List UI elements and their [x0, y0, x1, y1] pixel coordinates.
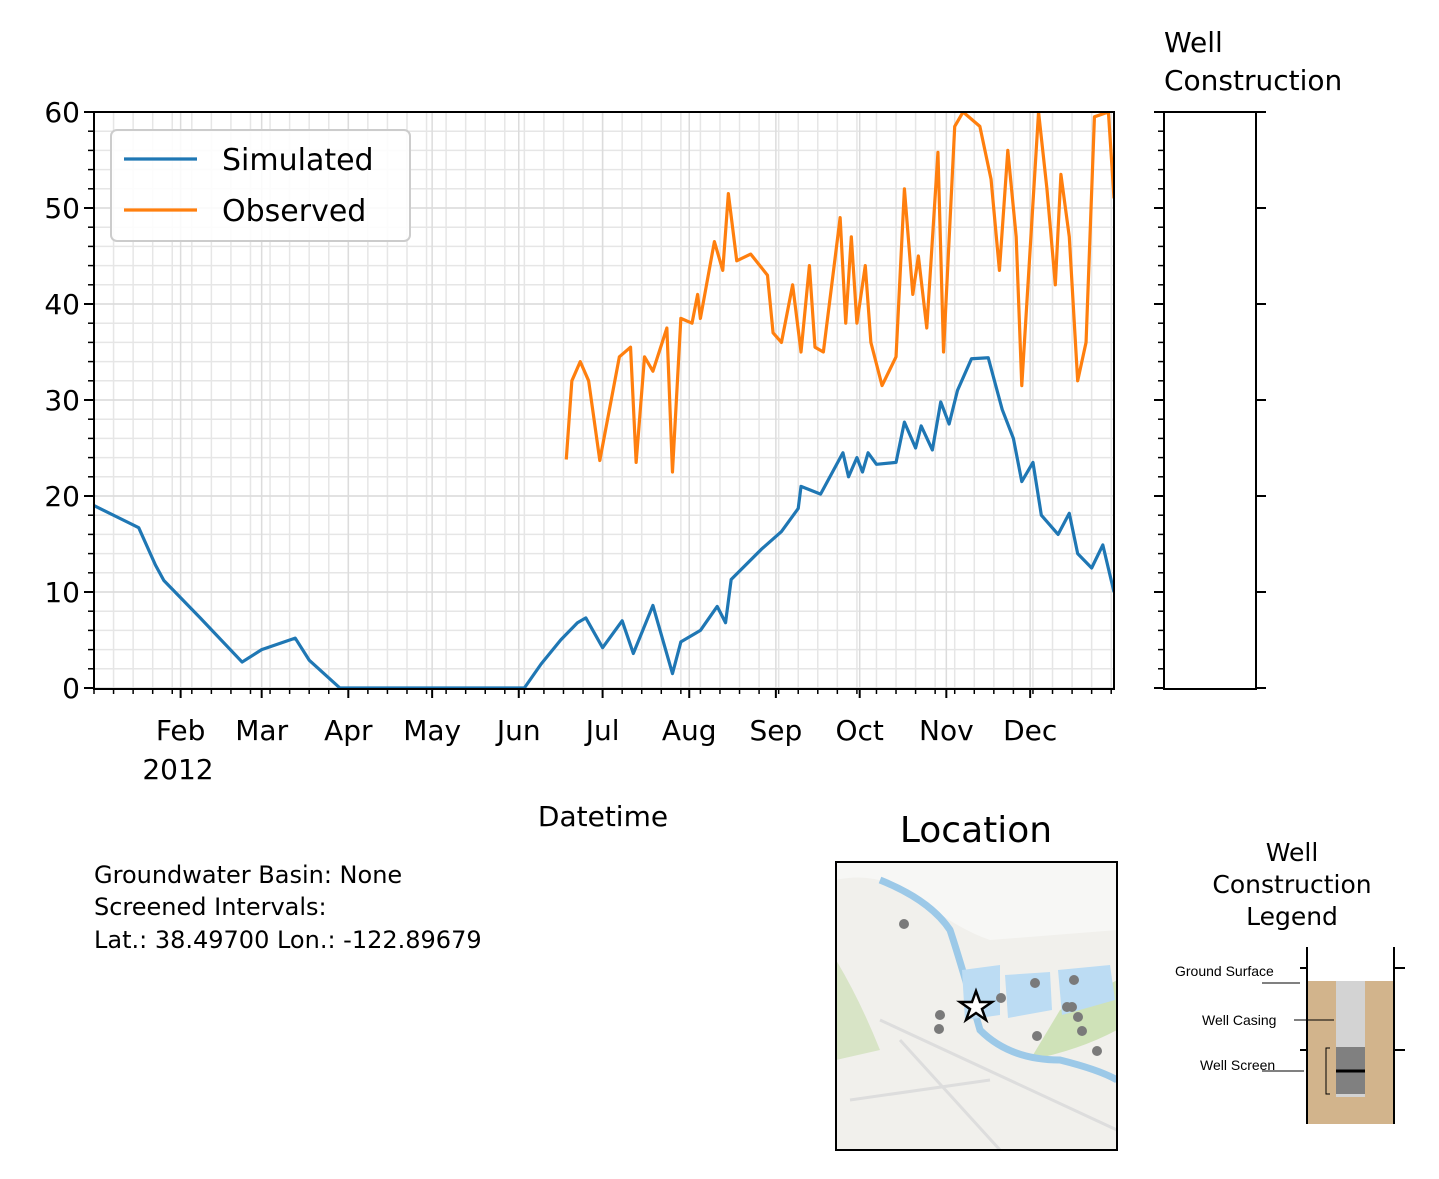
y-tick-label: 40 [44, 288, 80, 321]
info-line: Lat.: 38.49700 Lon.: -122.89679 [94, 926, 482, 954]
map-dots [899, 919, 1102, 1056]
location-title: Location [900, 810, 1052, 851]
well-title: Well [1164, 26, 1223, 59]
x-tick-label: Aug [662, 714, 717, 747]
y-tick-label: 60 [44, 96, 80, 129]
map-star [956, 987, 996, 1024]
y-tick-label: 20 [44, 480, 80, 513]
legend-title: Legend [1246, 902, 1338, 931]
legend-title: Well [1266, 838, 1319, 867]
well-frame [1163, 111, 1257, 690]
x-tick-label: Jul [584, 714, 620, 747]
well-title: Construction [1164, 64, 1342, 97]
map-road [849, 1018, 1116, 1149]
map-river [878, 876, 1116, 1084]
x-axis-label: Datetime [538, 800, 668, 833]
legend-label: Well Casing [1202, 1012, 1276, 1028]
x-tick-label: Feb [156, 714, 206, 747]
info-line: Groundwater Basin: None [94, 861, 402, 889]
x-tick-label: Nov [919, 714, 974, 747]
line-series [94, 356, 1114, 689]
line-series [564, 112, 1114, 474]
legend-frame [1262, 947, 1405, 1124]
y-tick-label: 30 [44, 384, 80, 417]
map-lake [1005, 972, 1052, 1018]
y-tick-label: 50 [44, 192, 80, 225]
construction-legend-title: Well Construction Legend [1212, 838, 1371, 931]
legend-label: Simulated [222, 143, 374, 178]
x-tick-label: Mar [235, 714, 288, 747]
well-axes [1154, 111, 1266, 689]
y-tick-label: 0 [62, 672, 80, 705]
map-frame [835, 861, 1118, 1151]
map-area [837, 863, 1116, 940]
legend-label: Ground Surface [1175, 963, 1274, 979]
axes: 0 10 20 30 40 50 60 Feb Mar Apr May Jun Jul Aug Sep Oct… [44, 96, 1112, 747]
map-green [837, 961, 880, 1060]
legend: Simulated Observed [124, 143, 374, 229]
info: Groundwater Basin: None Screened Interva… [94, 861, 482, 954]
x-tick-label: Oct [835, 714, 883, 747]
legend-labels: Ground Surface Well Casing Well Screen [1175, 963, 1276, 1073]
x-tick-label: Dec [1003, 714, 1057, 747]
x-tick-label: Sep [749, 714, 802, 747]
x-tick-label: Jun [495, 714, 541, 747]
year-label: 2012 [142, 753, 213, 786]
x-tick-label: Apr [324, 714, 373, 747]
legend-title: Construction [1212, 870, 1371, 899]
legend-label: Well Screen [1200, 1057, 1275, 1073]
x-tick-label: May [403, 714, 461, 747]
map [837, 863, 1116, 1149]
y-tick-label: 10 [44, 576, 80, 609]
info-line: Screened Intervals: [94, 893, 327, 921]
legend-label: Observed [222, 194, 366, 229]
